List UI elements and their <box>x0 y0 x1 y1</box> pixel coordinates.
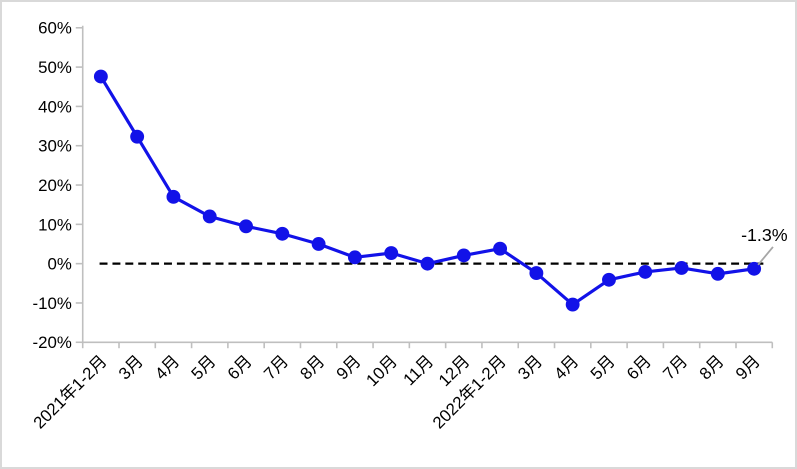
y-axis-label: 10% <box>38 215 72 234</box>
data-point-marker <box>166 189 181 204</box>
x-axis-label: 10月 <box>362 351 401 390</box>
x-axis-label: 2021年1-2月 <box>30 351 111 432</box>
x-axis-label: 4月 <box>151 351 183 383</box>
x-axis-label: 3月 <box>514 351 546 383</box>
x-axis-label: 7月 <box>659 351 691 383</box>
x-axis-label: 11月 <box>400 351 438 389</box>
annotation-label: -1.3% <box>741 225 788 245</box>
data-point-marker <box>420 256 435 271</box>
data-point-marker <box>602 272 616 287</box>
data-point-marker <box>674 261 689 275</box>
x-axis-label: 4月 <box>550 351 582 383</box>
x-axis-label: 7月 <box>260 351 292 383</box>
x-axis-label: 5月 <box>587 351 619 383</box>
x-axis-label: 9月 <box>732 351 764 383</box>
y-axis-label: 30% <box>38 137 72 156</box>
y-axis-label: 20% <box>38 176 72 195</box>
data-point-marker <box>93 69 108 84</box>
x-axis-label: 8月 <box>696 351 728 383</box>
x-axis-label: 8月 <box>296 351 328 383</box>
data-point-marker <box>638 264 653 279</box>
y-axis-label: 0% <box>47 255 71 274</box>
data-point-marker <box>529 266 544 281</box>
data-point-marker <box>565 297 580 312</box>
x-axis-label: 3月 <box>115 351 147 383</box>
y-axis-label: 40% <box>38 97 72 116</box>
data-point-marker <box>456 248 471 263</box>
y-axis-label: -20% <box>32 333 71 352</box>
data-point-marker <box>202 209 217 224</box>
data-point-marker <box>311 237 326 251</box>
data-point-marker <box>493 241 508 256</box>
data-point-marker <box>275 226 290 241</box>
y-axis-label: -10% <box>32 294 71 313</box>
x-axis-label: 9月 <box>333 351 365 383</box>
data-point-marker <box>747 261 762 276</box>
data-point-marker <box>384 246 399 260</box>
x-axis-label: 5月 <box>188 351 220 383</box>
data-point-marker <box>239 219 253 234</box>
y-axis-label: 60% <box>38 19 72 38</box>
annotation-leader-line <box>757 246 774 266</box>
x-axis-label: 6月 <box>623 351 655 383</box>
x-axis-label: 6月 <box>224 351 256 383</box>
data-point-marker <box>130 129 145 144</box>
data-point-marker <box>710 266 725 281</box>
data-point-marker <box>347 250 362 265</box>
y-axis-label: 50% <box>38 58 72 77</box>
